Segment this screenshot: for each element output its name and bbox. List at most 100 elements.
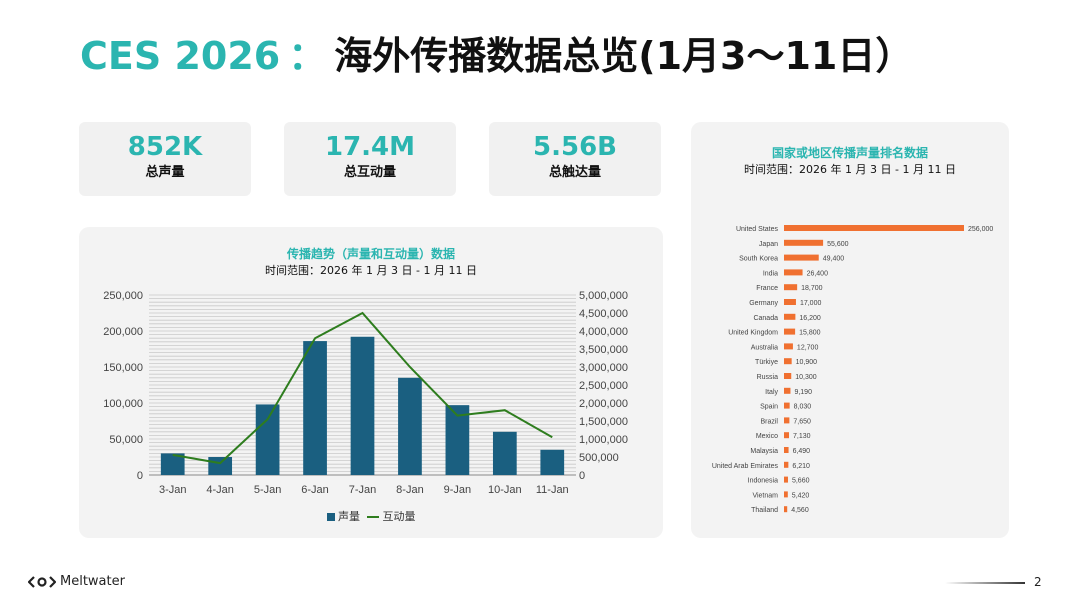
country-bar xyxy=(784,417,790,424)
y-left-tick-label: 50,000 xyxy=(109,434,143,446)
x-tick-label: 10-Jan xyxy=(488,484,522,496)
country-label: Thailand xyxy=(751,507,778,514)
country-value-label: 15,800 xyxy=(799,330,821,337)
country-value-label: 7,130 xyxy=(793,433,811,440)
country-bar xyxy=(784,254,819,261)
country-value-label: 17,000 xyxy=(800,300,822,307)
kpi-label: 总触达量 xyxy=(548,165,601,180)
country-label: Australia xyxy=(751,344,778,351)
country-value-label: 16,200 xyxy=(799,315,821,322)
y-right-tick-label: 4,500,000 xyxy=(579,308,628,320)
kpi-label: 总声量 xyxy=(145,165,185,180)
x-tick-label: 7-Jan xyxy=(349,484,377,496)
legend-label-volume: 声量 xyxy=(338,510,360,523)
country-label: Türkiye xyxy=(755,359,778,366)
country-label: France xyxy=(756,285,778,292)
country-bar xyxy=(784,432,790,439)
x-tick-label: 3-Jan xyxy=(159,484,187,496)
y-left-tick-label: 200,000 xyxy=(103,326,143,338)
country-value-label: 12,700 xyxy=(797,344,819,351)
legend-swatch-bar xyxy=(326,513,335,521)
title-brand: CES 2026 xyxy=(80,34,281,78)
country-bar xyxy=(784,343,793,350)
trend-chart-card: 传播趋势（声量和互动量）数据 时间范围：2026 年 1 月 3 日 - 1 月… xyxy=(79,227,663,538)
country-value-label: 26,400 xyxy=(807,270,829,277)
kpi-value: 852K xyxy=(127,132,203,162)
y-right-tick-label: 2,500,000 xyxy=(579,380,628,392)
bar-volume xyxy=(255,404,280,475)
footer-logo: Meltwater xyxy=(28,574,125,589)
country-bar xyxy=(784,239,824,246)
country-bar xyxy=(784,447,789,453)
trend-chart: 0 50,000 100,000 150,000 200,000 250,000 0 500,… xyxy=(103,290,628,496)
title-main: 海外传播数据总览(1月3～11日） xyxy=(334,34,914,78)
x-tick-label: 9-Jan xyxy=(444,484,472,496)
x-tick-label: 8-Jan xyxy=(396,484,424,496)
trend-legend: 声量 互动量 xyxy=(79,508,663,524)
x-tick-label: 4-Jan xyxy=(206,484,234,496)
legend-swatch-line xyxy=(367,516,379,518)
country-value-label: 4,560 xyxy=(791,507,809,514)
trend-chart-subtitle: 时间范围：2026 年 1 月 3 日 - 1 月 11 日 xyxy=(265,264,477,277)
kpi-card-volume: 852K 总声量 xyxy=(79,122,251,196)
logo-text: Meltwater xyxy=(60,574,125,589)
y-left-tick-label: 250,000 xyxy=(103,290,143,302)
page-title: CES 2026：海外传播数据总览(1月3～11日） xyxy=(80,30,913,82)
country-bar xyxy=(784,476,788,483)
y-right-tick-label: 1,000,000 xyxy=(579,434,628,446)
country-chart-subtitle: 时间范围：2026 年 1 月 3 日 - 1 月 11 日 xyxy=(744,163,956,176)
country-label: India xyxy=(763,270,778,277)
country-bar xyxy=(784,284,798,291)
country-bar xyxy=(784,461,789,468)
y-left-tick-label: 0 xyxy=(137,470,143,482)
country-bar xyxy=(784,387,791,394)
y-right-tick-label: 0 xyxy=(579,470,585,482)
bar-volume xyxy=(160,453,185,475)
country-bar xyxy=(784,328,796,335)
y-right-tick-label: 4,000,000 xyxy=(579,326,628,338)
country-value-label: 6,210 xyxy=(792,463,810,470)
country-label: Italy xyxy=(765,389,778,396)
meltwater-logo-icon xyxy=(28,575,56,588)
country-label: United Arab Emirates xyxy=(712,463,779,470)
country-label: Japan xyxy=(759,241,778,248)
country-value-label: 9,190 xyxy=(794,389,812,396)
country-label: United States xyxy=(736,226,779,233)
y-right-tick-label: 3,500,000 xyxy=(579,344,628,356)
x-tick-label: 6-Jan xyxy=(301,484,329,496)
country-value-label: 10,300 xyxy=(795,374,817,381)
kpi-value: 17.4M xyxy=(324,132,416,162)
country-value-label: 49,400 xyxy=(823,256,845,263)
country-label: Russia xyxy=(757,374,779,381)
country-bar xyxy=(784,269,803,276)
bar-volume xyxy=(540,449,565,475)
x-tick-label: 5-Jan xyxy=(254,484,282,496)
country-label: South Korea xyxy=(739,256,778,263)
bar-volume xyxy=(208,457,233,475)
country-bar xyxy=(784,402,790,409)
kpi-label: 总互动量 xyxy=(343,165,396,180)
country-label: Canada xyxy=(753,315,778,322)
country-value-label: 18,700 xyxy=(801,285,823,292)
country-label: Indonesia xyxy=(748,478,778,485)
bar-volume xyxy=(445,405,470,475)
footer-divider xyxy=(945,582,1025,584)
trend-chart-title: 传播趋势（声量和互动量）数据 xyxy=(286,247,455,261)
y-left-tick-label: 100,000 xyxy=(103,398,143,410)
title-separator: ： xyxy=(288,34,327,78)
y-right-tick-label: 500,000 xyxy=(579,452,619,464)
country-label: Brazil xyxy=(760,418,778,425)
country-label: Mexico xyxy=(756,433,778,440)
country-chart-title: 国家或地区传播声量排名数据 xyxy=(771,146,928,160)
y-right-tick-label: 1,500,000 xyxy=(579,416,628,428)
kpi-card-reach: 5.56B 总触达量 xyxy=(489,122,661,196)
country-value-label: 55,600 xyxy=(827,241,849,248)
country-label: Germany xyxy=(749,300,778,307)
country-bar xyxy=(784,373,792,379)
country-bar xyxy=(784,299,796,305)
kpi-card-engagement: 17.4M 总互动量 xyxy=(284,122,456,196)
legend-label-engagement: 互动量 xyxy=(382,510,416,523)
country-bar xyxy=(784,313,796,320)
country-label: Spain xyxy=(760,404,778,411)
